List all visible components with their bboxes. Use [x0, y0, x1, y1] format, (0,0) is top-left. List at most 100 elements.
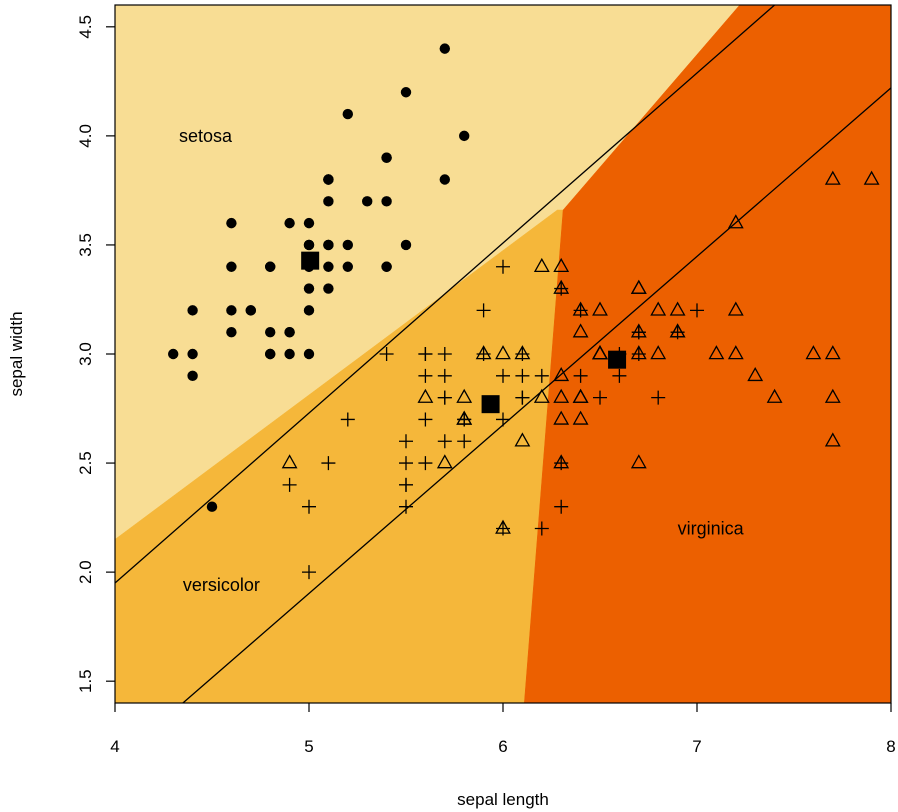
x-tick-label: 4 [110, 737, 119, 756]
point-versicolor [612, 368, 627, 383]
point-setosa [323, 196, 334, 207]
point-virginica [572, 301, 589, 316]
x-tick-label: 5 [304, 737, 313, 756]
point-versicolor [399, 499, 413, 514]
point-setosa [303, 348, 315, 360]
point-setosa [342, 108, 353, 120]
point-virginica [650, 345, 667, 360]
point-setosa [400, 87, 412, 98]
point-versicolor [418, 368, 433, 383]
point-virginica [533, 388, 550, 403]
axes: 4 5 6 7 8 1.5 2.0 2.5 3.0 3.5 4.0 4.5 [76, 4, 896, 756]
point-virginica [592, 345, 608, 360]
point-setosa [342, 261, 353, 272]
point-virginica [669, 323, 686, 338]
point-versicolor [379, 347, 394, 361]
point-setosa [187, 305, 198, 316]
x-tick-label: 8 [886, 737, 895, 756]
point-setosa [284, 217, 295, 229]
region-label-setosa: setosa [179, 126, 233, 146]
point-setosa [226, 326, 237, 338]
x-tick-label: 7 [692, 737, 701, 756]
point-virginica [824, 388, 841, 403]
point-setosa [265, 348, 276, 360]
point-versicolor [418, 456, 433, 471]
class-centroids [301, 251, 627, 414]
point-virginica [805, 345, 822, 360]
point-virginica [824, 432, 841, 447]
class-regions [115, 5, 891, 703]
point-virginica [572, 388, 589, 403]
y-tick-label: 1.5 [76, 669, 95, 693]
point-virginica [824, 170, 841, 185]
boundary-line-2 [182, 87, 891, 703]
point-versicolor [457, 434, 472, 449]
point-versicolor [399, 434, 413, 449]
point-virginica [456, 410, 473, 425]
point-virginica [863, 170, 880, 185]
point-versicolor [437, 368, 452, 383]
point-setosa [323, 239, 334, 251]
point-versicolor [321, 456, 336, 471]
point-virginica [766, 388, 783, 403]
point-versicolor [418, 347, 433, 361]
data-points [168, 43, 880, 580]
centroid-setosa [301, 251, 320, 270]
point-setosa [381, 196, 392, 207]
point-versicolor [534, 521, 549, 536]
region-label-versicolor: versicolor [183, 575, 260, 595]
point-versicolor [340, 412, 355, 427]
boundary-lines [115, 5, 891, 703]
centroid-versicolor [481, 395, 500, 414]
point-setosa [459, 130, 470, 142]
point-versicolor [593, 390, 607, 405]
point-virginica [514, 432, 531, 447]
point-versicolor [534, 368, 549, 383]
point-setosa [168, 348, 179, 360]
point-versicolor [282, 477, 297, 492]
point-versicolor [573, 368, 588, 383]
point-virginica [553, 388, 570, 403]
point-setosa [284, 326, 295, 338]
point-setosa [226, 217, 237, 229]
point-setosa [323, 261, 334, 272]
point-setosa [342, 239, 353, 251]
point-virginica [533, 257, 550, 272]
point-versicolor [437, 390, 452, 405]
point-versicolor [515, 390, 530, 405]
point-versicolor [302, 499, 316, 514]
y-tick-label: 2.0 [76, 560, 95, 584]
point-setosa [187, 370, 198, 382]
point-virginica [630, 323, 647, 338]
point-setosa [381, 261, 392, 272]
y-tick-label: 2.5 [76, 451, 95, 475]
point-virginica [495, 519, 511, 534]
point-virginica [747, 366, 764, 382]
point-virginica [572, 410, 589, 425]
point-versicolor [437, 347, 452, 361]
point-virginica [572, 323, 589, 338]
boundary-line-1 [115, 5, 776, 584]
point-setosa [226, 261, 237, 272]
point-setosa [400, 239, 412, 251]
y-tick-label: 3.5 [76, 233, 95, 257]
point-virginica [436, 454, 453, 469]
point-setosa [284, 348, 295, 360]
point-virginica [650, 301, 667, 316]
x-axis-title: sepal length [457, 790, 549, 809]
region-labels: setosa versicolor virginica [179, 126, 745, 595]
point-setosa [303, 283, 315, 294]
point-virginica [727, 301, 744, 316]
point-virginica [553, 454, 570, 469]
point-setosa [439, 174, 450, 185]
point-setosa [323, 283, 334, 294]
point-versicolor [418, 412, 433, 427]
point-setosa [206, 501, 218, 512]
point-versicolor [690, 303, 704, 318]
point-virginica [630, 345, 647, 360]
point-versicolor [399, 477, 413, 492]
point-setosa [362, 196, 373, 207]
point-virginica [553, 257, 570, 272]
point-setosa [226, 305, 237, 316]
region-label-virginica: virginica [678, 519, 745, 539]
